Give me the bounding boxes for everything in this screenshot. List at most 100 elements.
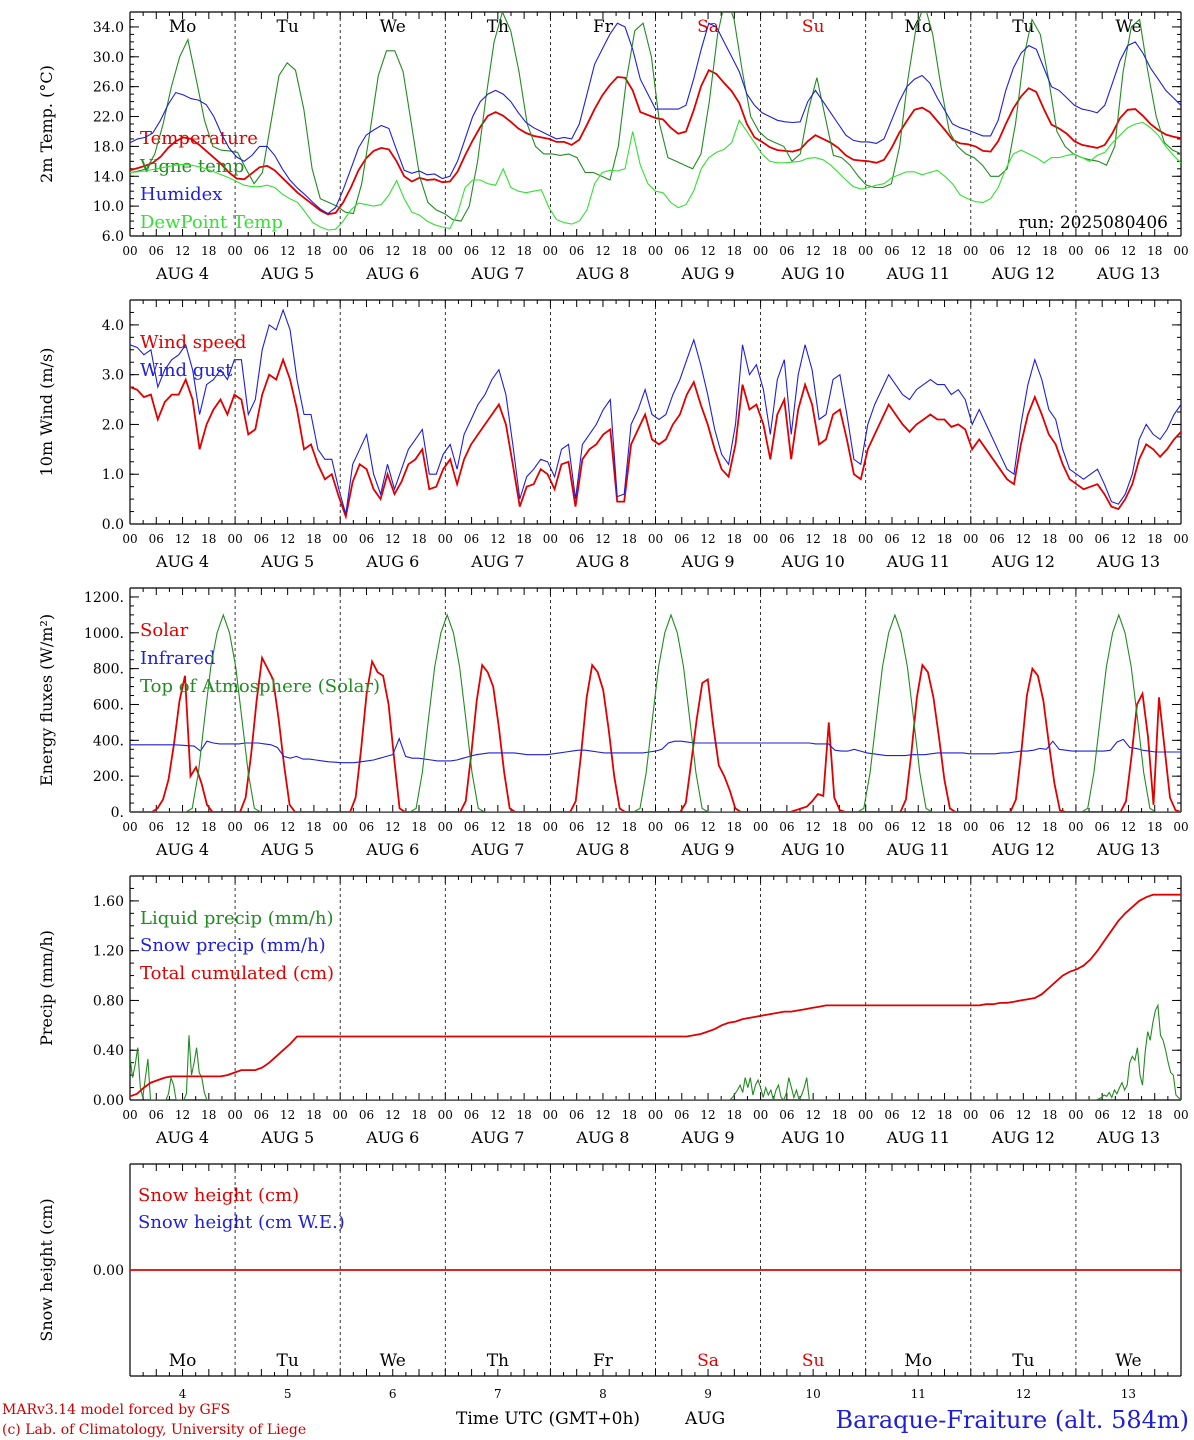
hour-label: 00 bbox=[438, 1108, 453, 1122]
y-tick-label: 3.0 bbox=[102, 368, 124, 384]
date-label: AUG 9 bbox=[681, 264, 735, 283]
hour-label: 12 bbox=[806, 1108, 821, 1122]
date-label: AUG 6 bbox=[365, 264, 419, 283]
hour-label: 12 bbox=[490, 532, 505, 546]
legend-entry: Temperature bbox=[140, 128, 258, 149]
hour-label: 06 bbox=[779, 532, 794, 546]
hour-label: 12 bbox=[1121, 1108, 1136, 1122]
hour-label: 18 bbox=[411, 532, 426, 546]
y-tick-label: 1.0 bbox=[102, 467, 124, 483]
y-tick-label: 400. bbox=[93, 733, 124, 749]
date-label: AUG 6 bbox=[365, 552, 419, 571]
hour-label: 00 bbox=[648, 820, 663, 834]
bottom-day-number: 7 bbox=[494, 1387, 502, 1401]
day-of-week-label: Su bbox=[802, 1351, 825, 1371]
hour-label: 12 bbox=[700, 244, 715, 258]
y-tick-label: 22.0 bbox=[93, 110, 124, 126]
bottom-day-number: 4 bbox=[179, 1387, 187, 1401]
y-axis-label: 10m Wind (m/s) bbox=[37, 348, 56, 477]
bottom-day-number: 11 bbox=[911, 1387, 926, 1401]
hour-label: 00 bbox=[753, 244, 768, 258]
hour-label: 18 bbox=[832, 244, 847, 258]
hour-label: 06 bbox=[149, 820, 164, 834]
hour-label: 00 bbox=[753, 1108, 768, 1122]
date-label: AUG 10 bbox=[781, 552, 845, 571]
hour-label: 06 bbox=[254, 1108, 269, 1122]
hour-label: 12 bbox=[385, 532, 400, 546]
hour-label: 18 bbox=[516, 532, 531, 546]
date-label: AUG 11 bbox=[886, 264, 950, 283]
hour-label: 00 bbox=[858, 532, 873, 546]
date-label: AUG 13 bbox=[1096, 840, 1160, 859]
hour-label: 00 bbox=[858, 820, 873, 834]
hour-label: 12 bbox=[1016, 244, 1031, 258]
y-axis-label: Energy fluxes (W/m²) bbox=[37, 614, 56, 786]
hour-label: 00 bbox=[227, 532, 242, 546]
hour-label: 18 bbox=[201, 532, 216, 546]
date-label: AUG 11 bbox=[886, 840, 950, 859]
hour-label: 06 bbox=[884, 532, 899, 546]
date-label: AUG 13 bbox=[1096, 1128, 1160, 1147]
date-label: AUG 4 bbox=[155, 552, 209, 571]
hour-label: 12 bbox=[385, 244, 400, 258]
hour-label: 18 bbox=[832, 532, 847, 546]
hour-label: 18 bbox=[1042, 244, 1057, 258]
y-tick-label: 0.00 bbox=[93, 1263, 124, 1279]
hour-label: 06 bbox=[464, 532, 479, 546]
series-line-top-of-atmosphere-solar bbox=[130, 613, 1181, 812]
date-label: AUG 10 bbox=[781, 840, 845, 859]
hour-label: 12 bbox=[490, 820, 505, 834]
date-label: AUG 7 bbox=[470, 1128, 524, 1147]
day-of-week-label: Sa bbox=[697, 1351, 719, 1371]
hour-label: 06 bbox=[779, 820, 794, 834]
bottom-day-number: 12 bbox=[1016, 1387, 1031, 1401]
hour-label: 00 bbox=[227, 1108, 242, 1122]
y-axis-label: Precip (mm/h) bbox=[37, 930, 56, 1046]
hour-label: 18 bbox=[937, 244, 952, 258]
legend-entry: Snow precip (mm/h) bbox=[140, 935, 326, 956]
hour-label: 06 bbox=[674, 1108, 689, 1122]
model-credit: MARv3.14 model forced by GFS bbox=[2, 1402, 230, 1418]
hour-label: 18 bbox=[1042, 532, 1057, 546]
day-of-week-label: We bbox=[380, 17, 406, 37]
legend-entry: Total cumulated (cm) bbox=[140, 963, 334, 984]
hour-label: 00 bbox=[333, 1108, 348, 1122]
date-label: AUG 5 bbox=[260, 840, 314, 859]
date-label: AUG 5 bbox=[260, 264, 314, 283]
y-tick-label: 200. bbox=[93, 769, 124, 785]
hour-label: 00 bbox=[1173, 1108, 1188, 1122]
hour-label: 00 bbox=[122, 820, 137, 834]
bottom-day-number: 10 bbox=[806, 1387, 821, 1401]
hour-label: 18 bbox=[937, 820, 952, 834]
hour-label: 00 bbox=[227, 820, 242, 834]
day-of-week-label: Mo bbox=[904, 17, 932, 37]
series-line-infrared bbox=[130, 736, 1181, 764]
bottom-day-number: 5 bbox=[284, 1387, 292, 1401]
day-of-week-label: Th bbox=[487, 1351, 509, 1371]
hour-label: 18 bbox=[622, 532, 637, 546]
hour-label: 06 bbox=[569, 820, 584, 834]
date-label: AUG 9 bbox=[681, 1128, 735, 1147]
date-label: AUG 5 bbox=[260, 1128, 314, 1147]
hour-label: 06 bbox=[779, 1108, 794, 1122]
hour-label: 00 bbox=[438, 820, 453, 834]
hour-label: 06 bbox=[989, 532, 1004, 546]
date-label: AUG 12 bbox=[991, 840, 1055, 859]
hour-label: 18 bbox=[306, 532, 321, 546]
bottom-day-number: 13 bbox=[1121, 1387, 1136, 1401]
day-of-week-label: We bbox=[380, 1351, 406, 1371]
hour-label: 18 bbox=[727, 1108, 742, 1122]
day-of-week-label: Mo bbox=[904, 1351, 932, 1371]
day-of-week-label: We bbox=[1115, 17, 1141, 37]
hour-label: 12 bbox=[175, 244, 190, 258]
hour-label: 18 bbox=[832, 820, 847, 834]
date-label: AUG 10 bbox=[781, 264, 845, 283]
day-of-week-label: Tu bbox=[277, 1351, 299, 1371]
hour-label: 00 bbox=[1068, 532, 1083, 546]
hour-label: 06 bbox=[779, 244, 794, 258]
hour-label: 18 bbox=[201, 244, 216, 258]
hour-label: 06 bbox=[149, 532, 164, 546]
hour-label: 00 bbox=[963, 244, 978, 258]
hour-label: 00 bbox=[543, 820, 558, 834]
day-of-week-label: Su bbox=[802, 17, 825, 37]
